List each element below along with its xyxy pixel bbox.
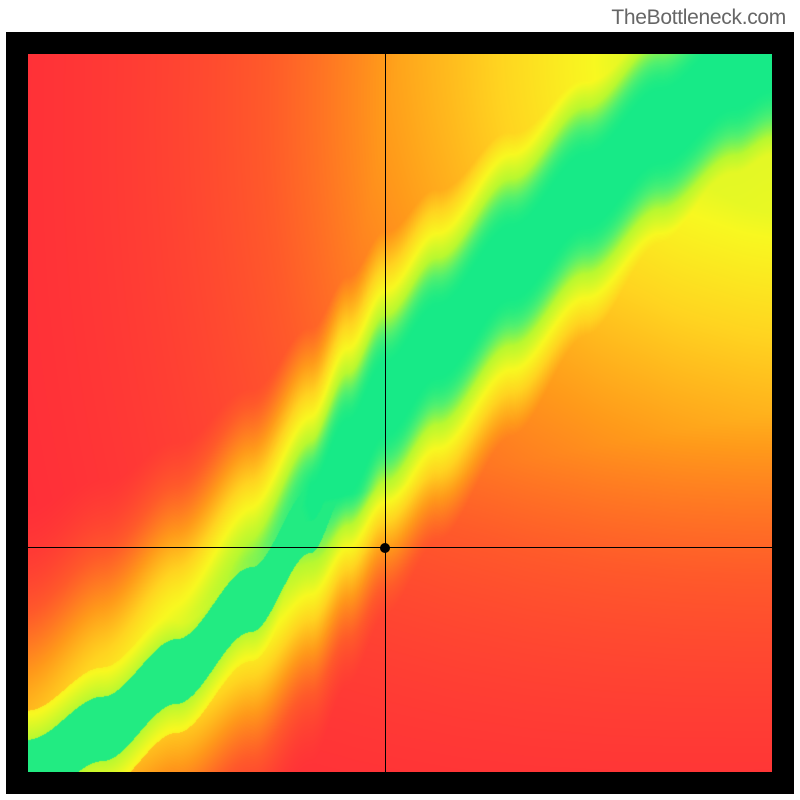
crosshair-vertical	[385, 54, 386, 772]
crosshair-horizontal	[28, 547, 772, 548]
chart-container: TheBottleneck.com	[0, 0, 800, 800]
watermark-text: TheBottleneck.com	[611, 6, 786, 30]
bottleneck-heatmap	[28, 54, 772, 772]
